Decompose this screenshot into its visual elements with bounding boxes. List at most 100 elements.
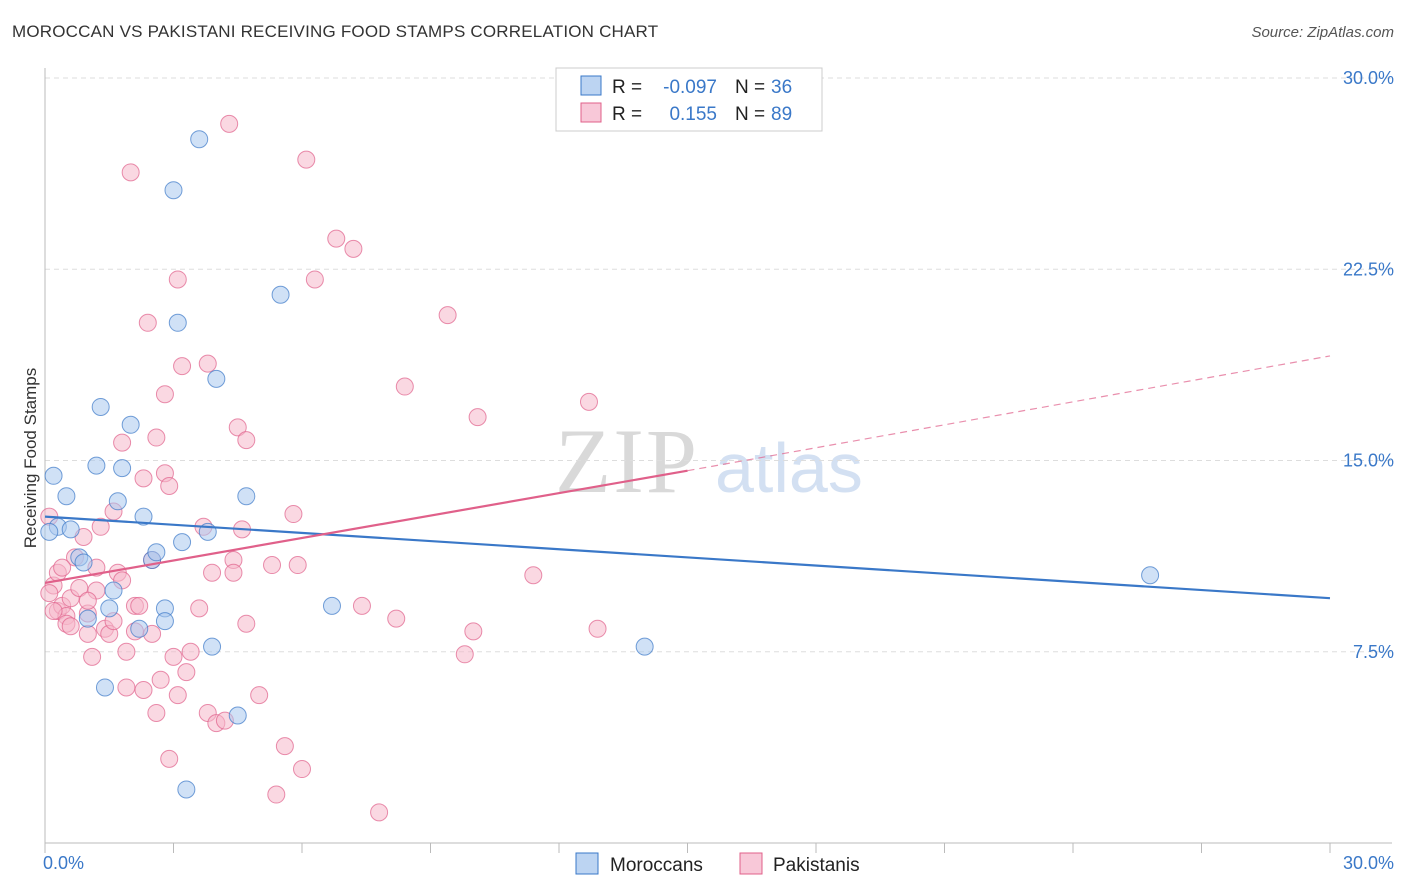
pakistani-point — [160, 749, 179, 768]
chart-title: MOROCCAN VS PAKISTANI RECEIVING FOOD STA… — [12, 22, 659, 41]
bottom-legend-label-moroccans: Moroccans — [610, 855, 703, 876]
pakistani-point — [455, 645, 474, 664]
pakistani-point — [117, 678, 136, 697]
pakistani-point — [284, 505, 303, 524]
pakistani-point — [168, 686, 187, 705]
moroccan-point — [203, 637, 222, 656]
pakistani-point — [228, 418, 247, 437]
moroccan-point — [635, 637, 654, 656]
pakistani-point — [53, 558, 72, 577]
y-tick-label: 15.0% — [1343, 451, 1394, 471]
pakistani-point — [220, 114, 239, 133]
pakistanis-trend-line-extension — [687, 355, 1331, 472]
watermark-atlas: atlas — [715, 429, 863, 507]
bottom-legend-swatch-moroccans — [575, 852, 599, 875]
bottom-legend-label-pakistanis: Pakistanis — [773, 855, 860, 876]
legend-n-value-moroccans: 36 — [771, 77, 792, 98]
moroccan-point — [100, 599, 119, 618]
pakistani-point — [190, 599, 209, 618]
pakistani-point — [61, 617, 80, 636]
pakistani-point — [327, 229, 346, 248]
pakistani-point — [78, 624, 97, 643]
pakistani-point — [203, 563, 222, 582]
pakistani-point — [134, 469, 153, 488]
moroccan-point — [130, 619, 149, 638]
pakistani-point — [387, 609, 406, 628]
pakistani-point — [588, 619, 607, 638]
legend-n-value-pakistanis: 89 — [771, 104, 792, 125]
pakistani-point — [44, 601, 63, 620]
moroccan-point — [104, 581, 123, 600]
bottom-legend-swatch-pakistanis — [739, 852, 763, 875]
legend-r-label-pakistanis: R = — [612, 104, 642, 125]
pakistani-point — [344, 239, 363, 258]
y-tick-label: 30.0% — [1343, 68, 1394, 88]
pakistani-point — [83, 647, 102, 666]
moroccan-point — [322, 596, 341, 615]
pakistani-point — [468, 408, 487, 427]
pakistani-point — [275, 737, 294, 756]
y-tick-label: 7.5% — [1353, 642, 1394, 662]
pakistani-point — [147, 703, 166, 722]
pakistani-point — [155, 385, 174, 404]
pakistani-point — [250, 686, 269, 705]
pakistani-point — [121, 163, 140, 182]
pakistani-point — [297, 150, 316, 169]
pakistani-point — [134, 681, 153, 699]
pakistani-point — [579, 392, 598, 411]
moroccan-point — [91, 397, 110, 416]
moroccan-point — [74, 553, 93, 572]
pakistani-point — [293, 760, 311, 779]
moroccan-point — [87, 456, 106, 475]
pakistani-point — [237, 431, 256, 450]
moroccan-point — [168, 313, 187, 332]
moroccan-point — [190, 130, 209, 149]
pakistani-point — [524, 566, 543, 585]
pakistani-point — [151, 670, 170, 689]
pakistani-point — [147, 428, 166, 447]
moroccan-point — [108, 492, 127, 511]
moroccan-point — [57, 487, 76, 506]
moroccan-point — [147, 543, 166, 562]
pakistani-point — [370, 803, 389, 822]
pakistani-point — [263, 556, 282, 575]
moroccan-point — [228, 706, 247, 725]
moroccan-point — [177, 780, 196, 799]
pakistani-point — [395, 377, 414, 396]
moroccan-point — [121, 415, 140, 434]
pakistani-point — [177, 663, 196, 682]
y-axis-title: Receiving Food Stamps — [21, 368, 40, 548]
pakistani-point — [117, 642, 136, 661]
moroccans-trend-line — [44, 515, 1331, 600]
moroccan-point — [95, 678, 114, 697]
pakistani-point — [224, 563, 243, 582]
series-legend: Moroccans Pakistanis — [575, 852, 860, 876]
moroccan-point — [134, 507, 153, 526]
pakistanis-trend-line — [44, 469, 688, 584]
moroccan-point — [155, 612, 174, 631]
moroccan-point — [78, 609, 97, 628]
grid-lines — [45, 77, 1392, 653]
pakistani-point — [237, 614, 256, 633]
x-tick-label-min: 0.0% — [43, 853, 84, 873]
pakistani-point — [160, 477, 179, 495]
legend-r-label-moroccans: R = — [612, 77, 642, 98]
pakistani-point — [40, 584, 59, 603]
pakistani-point — [464, 622, 483, 641]
moroccan-point — [207, 369, 226, 388]
pakistani-point — [173, 357, 192, 376]
pakistani-point — [138, 313, 157, 332]
moroccan-point — [61, 520, 80, 539]
moroccan-point — [237, 487, 256, 506]
pakistani-point — [164, 647, 183, 666]
y-tick-label: 22.5% — [1343, 259, 1394, 279]
correlation-legend: R = -0.097 N = 36 R = 0.155 N = 89 — [555, 67, 823, 132]
pakistani-point — [130, 596, 149, 615]
moroccan-point — [44, 466, 63, 485]
pakistani-point — [70, 579, 89, 597]
pakistani-point — [168, 270, 187, 289]
pakistani-point — [113, 433, 132, 452]
pakistani-point — [78, 591, 97, 610]
watermark: ZIP atlas — [555, 410, 863, 512]
legend-n-label-pakistanis: N = — [735, 104, 765, 125]
